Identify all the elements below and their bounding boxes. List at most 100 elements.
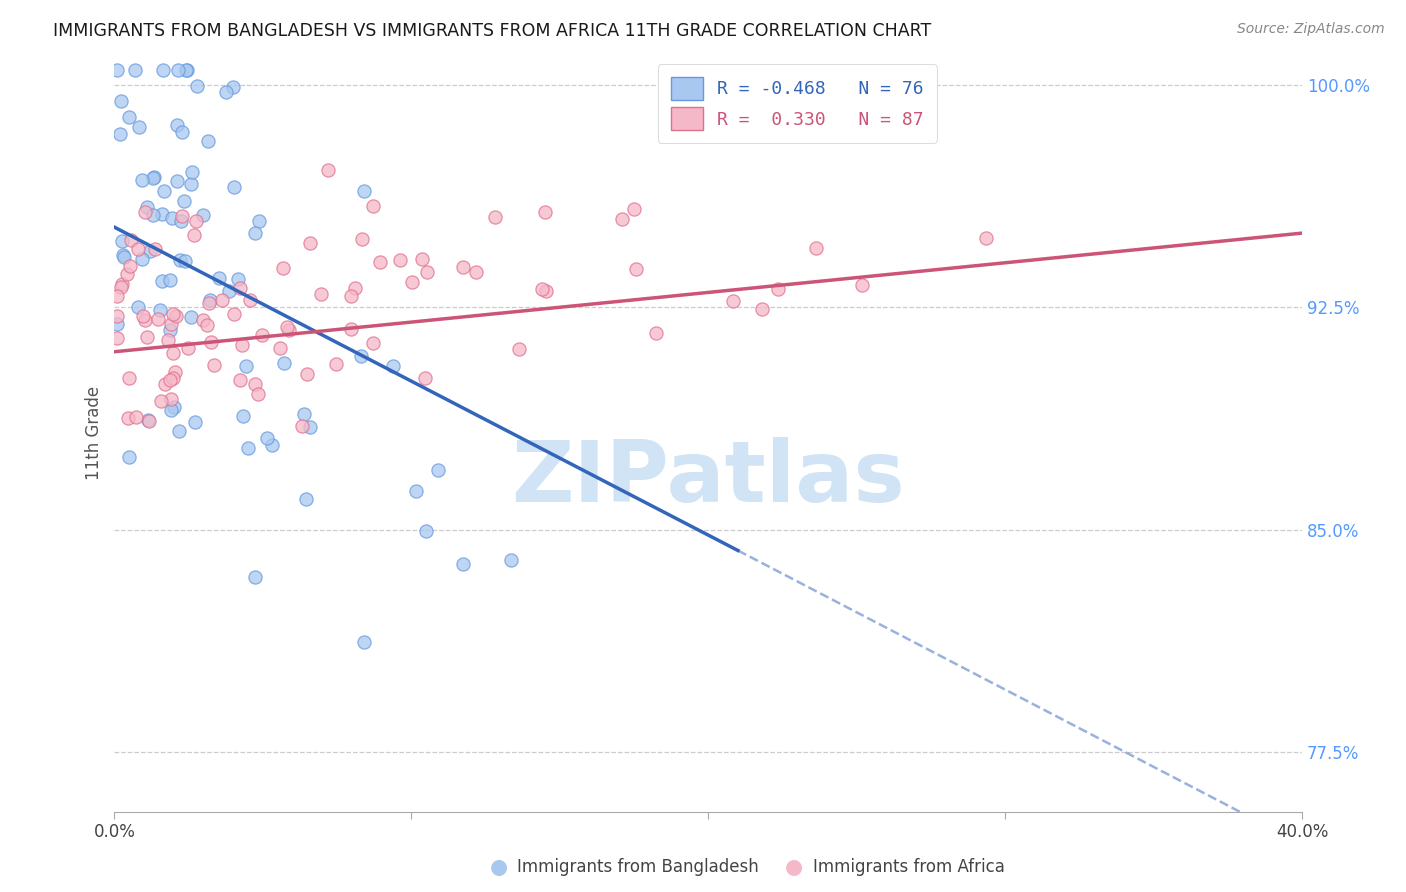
Point <box>299 419 322 434</box>
Point <box>200 334 222 349</box>
Point <box>499 553 522 567</box>
Point <box>114 250 136 264</box>
Point <box>143 242 166 256</box>
Point <box>118 450 141 465</box>
Point <box>411 252 433 266</box>
Point <box>415 524 437 538</box>
Point <box>340 288 363 302</box>
Point <box>162 307 184 321</box>
Point <box>208 271 231 285</box>
Point <box>247 387 270 401</box>
Point <box>197 134 219 148</box>
Point <box>127 300 149 314</box>
Point <box>131 173 153 187</box>
Point <box>162 345 184 359</box>
Point <box>316 162 339 177</box>
Point <box>361 199 384 213</box>
Point <box>180 165 202 179</box>
Point <box>170 214 193 228</box>
Point <box>142 208 165 222</box>
Point <box>136 413 159 427</box>
Text: Immigrants from Africa: Immigrants from Africa <box>813 858 1004 876</box>
Point <box>163 401 186 415</box>
Point <box>152 62 174 77</box>
Point <box>235 359 257 373</box>
Point <box>353 184 375 198</box>
Point <box>533 205 555 219</box>
Point <box>159 317 181 331</box>
Point <box>128 120 150 134</box>
Point <box>766 282 789 296</box>
Point <box>138 244 160 258</box>
Point <box>340 322 363 336</box>
Point <box>243 376 266 391</box>
Point <box>152 207 174 221</box>
Text: ZIPatlas: ZIPatlas <box>512 437 905 520</box>
Point <box>150 394 173 409</box>
Point <box>531 282 554 296</box>
Point <box>105 317 128 331</box>
Point <box>464 265 486 279</box>
Point <box>247 214 270 228</box>
Point <box>484 210 506 224</box>
Point <box>170 125 193 139</box>
Point <box>202 358 225 372</box>
Point <box>173 253 195 268</box>
Point <box>132 309 155 323</box>
Point <box>111 234 134 248</box>
Point <box>105 331 128 345</box>
Point <box>193 312 215 326</box>
Point <box>166 174 188 188</box>
Point <box>451 557 474 571</box>
Point <box>273 356 295 370</box>
Point <box>159 322 181 336</box>
Point <box>115 267 138 281</box>
Point <box>108 127 131 141</box>
Point <box>159 273 181 287</box>
Point <box>176 62 198 77</box>
Point <box>451 260 474 274</box>
Point <box>134 205 156 219</box>
Point <box>353 635 375 649</box>
Point <box>381 359 404 373</box>
Point <box>401 275 423 289</box>
Point <box>623 202 645 216</box>
Point <box>297 367 319 381</box>
Point <box>160 403 183 417</box>
Point <box>269 341 291 355</box>
Point <box>256 431 278 445</box>
Point <box>153 184 176 198</box>
Point <box>163 365 186 379</box>
Point <box>291 418 314 433</box>
Point <box>273 260 295 275</box>
Point <box>222 307 245 321</box>
Point <box>370 255 392 269</box>
Y-axis label: 11th Grade: 11th Grade <box>86 386 103 481</box>
Point <box>150 274 173 288</box>
Point <box>105 289 128 303</box>
Point <box>508 342 530 356</box>
Point <box>105 310 128 324</box>
Point <box>344 281 367 295</box>
Point <box>162 370 184 384</box>
Point <box>155 377 177 392</box>
Point <box>309 287 332 301</box>
Point <box>298 235 321 250</box>
Point <box>110 95 132 109</box>
Point <box>292 408 315 422</box>
Point <box>191 207 214 221</box>
Point <box>221 80 243 95</box>
Text: ●: ● <box>786 857 803 877</box>
Point <box>167 62 190 77</box>
Point <box>149 303 172 318</box>
Point <box>186 79 208 94</box>
Point <box>111 277 134 292</box>
Point <box>148 311 170 326</box>
Point <box>183 227 205 242</box>
Point <box>117 411 139 425</box>
Point <box>211 293 233 308</box>
Point <box>180 177 202 191</box>
Point <box>612 211 634 226</box>
Point <box>723 293 745 308</box>
Point <box>195 318 218 332</box>
